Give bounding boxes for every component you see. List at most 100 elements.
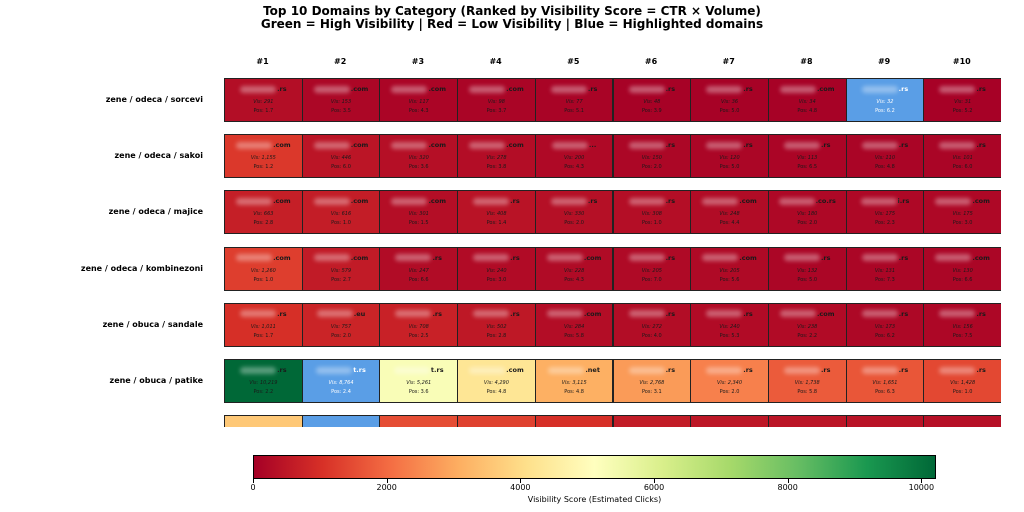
rank-header: #7 [722,57,735,66]
position-value: Pos: 4.0 [641,332,662,339]
domain-label: .com [303,254,380,262]
domain-label: .rs [847,254,924,262]
heatmap-cell: t.rs Vis: 5,261 Pos: 3.6 [379,359,459,403]
visibility-value: Vis: 708 [408,323,429,330]
redacted-blur [939,141,976,149]
visibility-value: Vis: 1,428 [950,380,976,386]
position-value: Pos: 2.0 [797,220,818,227]
redacted-blur [391,141,428,149]
domain-suffix: .rs [743,309,753,318]
domain-label: .rs [380,254,457,262]
position-value: Pos: 3.8 [486,164,507,171]
domain-suffix: ... [588,141,597,150]
heatmap-cell: .rs Vis: 150 Pos: 2.0 [612,134,692,179]
position-value: Pos: 6.0 [331,164,351,171]
visibility-value: Vis: 5,261 [406,380,432,386]
redacted-blur [473,310,510,318]
visibility-value: Vis: 173 [874,323,896,330]
colorbar-tick-label: 6000 [643,483,665,492]
redacted-blur [313,85,350,93]
domain-suffix: .rs [510,197,520,206]
domain-label: .rs [614,366,691,374]
position-value: Pos: 2.2 [797,332,818,339]
heatmap-cell: .rs Vis: 2,340 Pos: 2.0 [690,359,769,403]
position-value: Pos: 5.6 [719,276,740,283]
rank-header: #1 [256,57,269,66]
visibility-value: Vis: 156 [952,323,973,330]
redacted-blur [860,197,897,205]
domain-label: .rs [225,310,302,318]
domain-label: ... [536,141,613,149]
visibility-value: Vis: 98 [487,99,505,105]
domain-label: .rs [458,254,535,262]
domain-label: .rs [614,141,691,149]
domain-label: .rs [847,310,924,318]
heatmap-cell: i.rs Vis: 175 Pos: 2.3 [845,190,925,235]
visibility-value: Vis: 228 [564,267,585,274]
position-value: Pos: 2.0 [331,332,351,339]
domain-suffix: .rs [277,366,287,374]
domain-suffix: .rs [277,85,287,93]
heatmap-cell: .com Vis: 320 Pos: 3.6 [379,134,459,179]
colorbar [253,455,936,479]
position-value: Pos: 2.0 [564,220,584,227]
domain-label: .rs [691,85,768,93]
domain-suffix: .rs [665,309,676,318]
domain-label: .rs [380,310,457,318]
position-value: Pos: 2.8 [486,332,507,339]
position-value: Pos: 6.2 [875,108,895,114]
domain-label: .rs [924,141,1001,149]
domain-suffix: .rs [665,141,676,150]
redacted-blur [316,310,353,318]
visibility-value: Vis: 579 [330,267,352,274]
domain-label: .com [303,197,380,205]
heatmap-cell: .rs Vis: 205 Pos: 7.0 [612,246,692,291]
domain-suffix: .rs [743,366,753,374]
redacted-blur [628,366,665,374]
heatmap-cell: t.rs Vis: 8,764 Pos: 2.4 [301,359,381,403]
position-value: Pos: 1.7 [253,332,274,339]
domain-suffix: .rs [587,85,598,93]
visibility-value: Vis: 130 [952,267,973,274]
position-value: Pos: 5.3 [719,332,740,339]
domain-suffix: .co.rs [815,197,836,206]
heatmap-cell [612,415,692,427]
domain-suffix: t.rs [353,366,366,374]
heatmap-cell: .rs Vis: 113 Pos: 6.5 [767,134,847,179]
heatmap-cell: .com Vis: 34 Pos: 4.8 [767,78,847,122]
colorbar-tick [386,479,388,483]
domain-suffix: .rs [432,309,442,318]
domain-suffix: .rs [820,141,831,150]
visibility-value: Vis: 120 [719,155,740,162]
heatmap-cell: .com Vis: 616 Pos: 1.0 [301,190,381,235]
position-value: Pos: 4.3 [408,108,429,114]
rank-header: #8 [800,57,813,66]
domain-label: .com [303,85,380,93]
visibility-value: Vis: 180 [797,211,818,218]
visibility-value: Vis: 117 [408,99,429,105]
domain-label: .rs [614,85,691,93]
visibility-value: Vis: 301 [408,211,429,218]
domain-label: .rs [769,254,846,262]
redacted-blur [473,197,510,205]
heatmap-cell [690,415,769,427]
visibility-value: Vis: 446 [330,155,352,162]
heatmap-cell: .rs Vis: 110 Pos: 4.8 [845,134,925,179]
visibility-value: Vis: 408 [486,211,507,218]
redacted-blur [628,310,665,318]
heatmap-cell [457,415,536,427]
domain-label: .com [225,141,302,149]
colorbar-tick-label: 10000 [908,483,935,492]
category-label: zene / odeca / kombinezoni [80,263,203,273]
domain-label: .com [303,141,380,149]
redacted-blur [861,310,898,318]
rank-header: #10 [952,57,971,66]
rank-header: #4 [489,57,502,66]
domain-label: .com [691,197,768,205]
heatmap-cell: .rs Vis: 156 Pos: 7.5 [923,302,1001,347]
domain-suffix: .rs [743,85,753,93]
position-value: Pos: 3.9 [641,108,662,114]
visibility-value: Vis: 10,219 [249,380,278,386]
domain-label: .rs [847,85,924,93]
redacted-blur [550,197,587,205]
